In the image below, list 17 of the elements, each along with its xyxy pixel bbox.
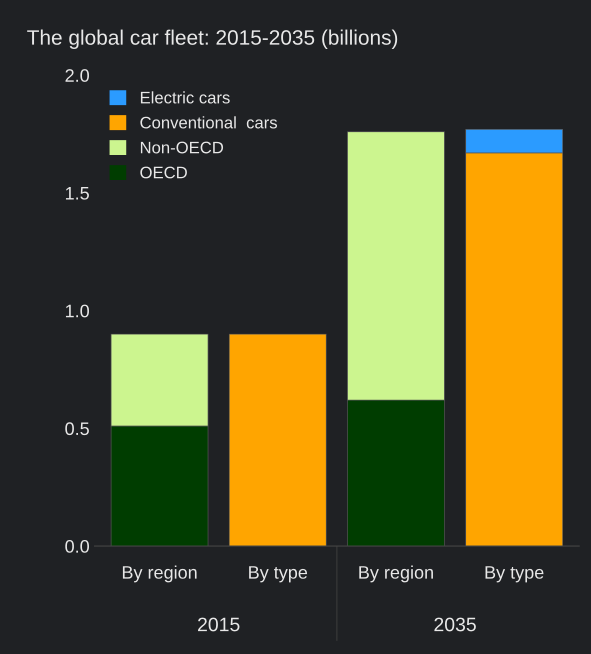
chart-title: The global car fleet: 2015-2035 (billions) xyxy=(27,30,398,49)
legend-label: Conventional cars xyxy=(140,116,277,128)
y-tick-label: 0.0 xyxy=(65,540,89,553)
legend-label: OECD xyxy=(140,166,187,178)
bar xyxy=(228,334,327,546)
legend-label: Non-OECD xyxy=(140,142,224,154)
x-tick-label: By type xyxy=(249,566,308,582)
x-tick-label: By type xyxy=(486,566,544,582)
x-tick-label: By region xyxy=(359,566,433,582)
text: 2015 xyxy=(198,618,240,632)
y-tick-label: 1.0 xyxy=(66,304,89,318)
y-tick-label: 0.5 xyxy=(65,422,89,436)
text: 2035 xyxy=(434,618,476,632)
y-tick-label: 2.0 xyxy=(66,69,89,82)
legend-label: Electric cars xyxy=(140,91,230,104)
x-tick-label: By region xyxy=(122,566,197,582)
y-tick-label: 1.5 xyxy=(66,187,89,200)
